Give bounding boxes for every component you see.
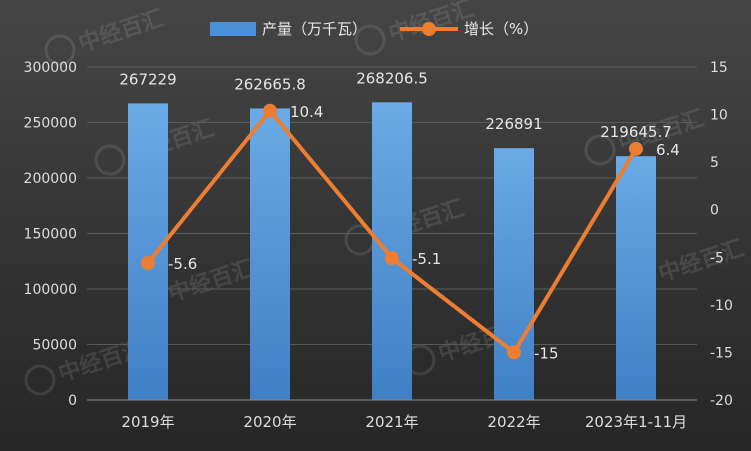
watermark-logo (584, 134, 616, 166)
y-left-tick-label: 300000 (24, 60, 77, 76)
line-value-label: -5.6 (168, 255, 197, 273)
line-point (629, 141, 643, 156)
y-left-tick-label: 150000 (24, 227, 77, 243)
line-value-label: 6.4 (656, 141, 680, 159)
y-left-tick-label: 0 (68, 393, 77, 409)
bar-value-label: 226891 (485, 115, 542, 133)
y-right-tick-label: 15 (710, 60, 728, 76)
y-right-tick-label: -10 (710, 298, 733, 314)
line-point (141, 255, 155, 270)
y-left-tick-label: 250000 (24, 116, 77, 132)
y-left-tick-label: 200000 (24, 171, 77, 187)
bar (616, 156, 656, 400)
bar (128, 103, 168, 401)
bar-value-label: 262665.8 (234, 75, 306, 93)
y-right-tick-label: 10 (710, 108, 728, 124)
bar (250, 108, 290, 400)
bar-value-label: 267229 (119, 70, 176, 88)
x-tick-label: 2020年 (243, 413, 296, 431)
bar (372, 102, 412, 401)
legend-line-marker (422, 22, 436, 36)
watermark-logo (24, 364, 56, 396)
line-value-label: -15 (534, 344, 559, 362)
watermark-logo (44, 34, 76, 66)
y-right-tick-label: 5 (710, 155, 719, 171)
y-right-tick-label: -15 (710, 345, 733, 361)
data-labels: 267229 262665.8 268206.5 226891 219645.7 -5.6… (119, 69, 679, 362)
legend: 产量（万千瓦） 增长（%） (210, 20, 538, 38)
y-right-tick-label: 0 (710, 203, 719, 219)
x-tick-label: 2019年 (121, 413, 174, 431)
x-tick-label: 2022年 (487, 413, 540, 431)
line-value-label: -5.1 (412, 250, 441, 268)
watermark-logo (94, 144, 126, 176)
bar-value-label: 268206.5 (356, 69, 428, 87)
line-point (385, 251, 399, 266)
line-series (141, 103, 643, 360)
y-right-tick-label: -5 (710, 250, 724, 266)
line-point (507, 345, 521, 360)
x-tick-label: 2023年1-11月 (585, 413, 687, 431)
line-value-label: 10.4 (290, 103, 323, 121)
bar-value-label: 219645.7 (600, 123, 672, 141)
legend-bar-swatch (210, 22, 256, 36)
x-tick-label: 2021年 (365, 413, 418, 431)
y-left-tick-label: 100000 (24, 282, 77, 298)
bar (494, 148, 534, 400)
y-left-tick-label: 50000 (32, 338, 77, 354)
line-point (263, 103, 277, 118)
legend-line-label: 增长（%） (464, 20, 538, 38)
axes: 0 50000 100000 150000 200000 250000 300000 -20 -… (24, 60, 733, 431)
watermark-logo (354, 24, 386, 56)
legend-bar-label: 产量（万千瓦） (262, 20, 367, 38)
y-right-tick-label: -20 (710, 393, 733, 409)
